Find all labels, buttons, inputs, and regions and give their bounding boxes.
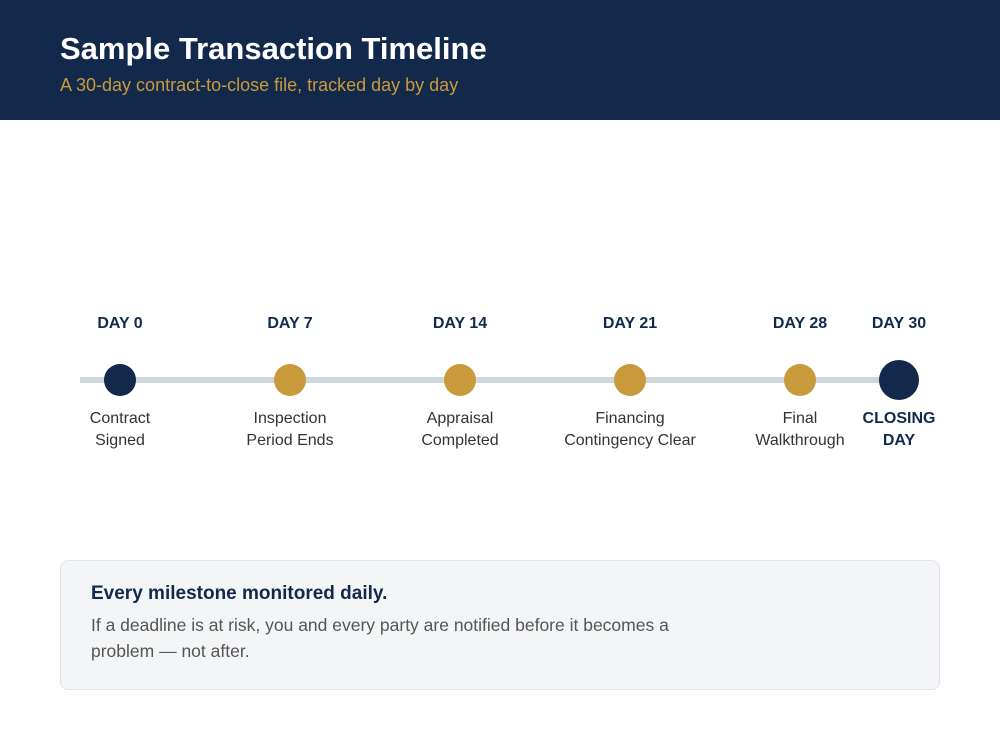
milestone-label: Period Ends xyxy=(246,432,333,449)
milestone-dot xyxy=(784,364,816,396)
milestone-day: DAY 14 xyxy=(433,315,487,332)
milestone-day: DAY 0 xyxy=(97,315,142,332)
milestone-label: Contract xyxy=(90,410,151,427)
milestone-day: DAY 30 xyxy=(872,315,926,332)
milestone-label: Completed xyxy=(421,432,498,449)
milestone-dot xyxy=(444,364,476,396)
milestone-label: Inspection xyxy=(254,410,327,427)
title: Sample Transaction Timeline xyxy=(60,31,487,66)
milestone-dot xyxy=(879,360,919,400)
milestone: DAY 0 Contract Signed xyxy=(90,315,151,449)
callout: Every milestone monitored daily. If a de… xyxy=(60,560,940,690)
header: Sample Transaction Timeline A 30-day con… xyxy=(0,0,1000,120)
milestone-dot xyxy=(104,364,136,396)
milestone-dot xyxy=(274,364,306,396)
milestone: DAY 7 Inspection Period Ends xyxy=(246,315,333,449)
milestone: DAY 30 CLOSING DAY xyxy=(863,315,936,449)
milestone: DAY 28 Final Walkthrough xyxy=(755,315,844,449)
milestone-label: Walkthrough xyxy=(755,432,844,449)
milestone-label: Contingency Clear xyxy=(564,432,696,449)
milestone-label: DAY xyxy=(883,432,916,449)
milestone-label: Appraisal xyxy=(427,410,494,427)
timeline: DAY 0 Contract Signed DAY 7 Inspection P… xyxy=(80,315,936,449)
milestone-label: Financing xyxy=(595,410,664,427)
milestone-dot xyxy=(614,364,646,396)
milestone-day: DAY 7 xyxy=(267,315,312,332)
milestone-day: DAY 28 xyxy=(773,315,827,332)
subtitle: A 30-day contract-to-close file, tracked… xyxy=(60,75,459,95)
milestone: DAY 21 Financing Contingency Clear xyxy=(564,315,696,449)
milestone-label: Final xyxy=(783,410,818,427)
callout-text: If a deadline is at risk, you and every … xyxy=(91,615,669,661)
callout-title: Every milestone monitored daily. xyxy=(91,583,388,604)
milestone-label: Signed xyxy=(95,432,145,449)
milestone-day: DAY 21 xyxy=(603,315,657,332)
milestone-label: CLOSING xyxy=(863,410,936,427)
milestone: DAY 14 Appraisal Completed xyxy=(421,315,498,449)
